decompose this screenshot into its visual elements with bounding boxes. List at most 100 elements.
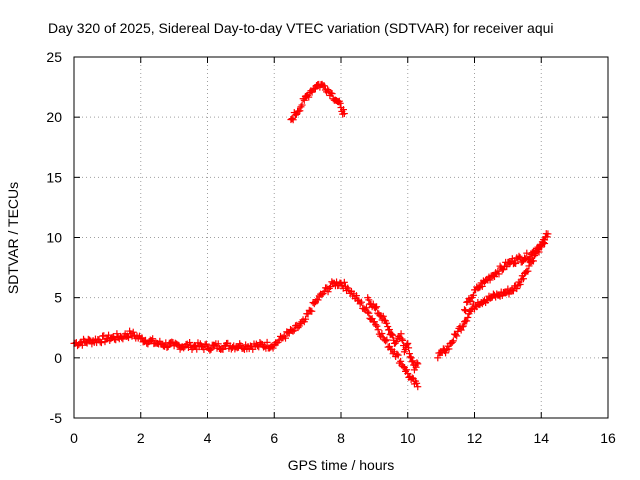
data-point [486, 276, 494, 284]
data-point [138, 334, 146, 342]
data-point [404, 339, 412, 347]
data-point [324, 288, 332, 296]
data-point [201, 341, 209, 349]
data-point [448, 338, 456, 346]
data-point [291, 111, 299, 119]
data-point [149, 335, 157, 343]
data-point [398, 335, 406, 343]
data-point [357, 298, 365, 306]
data-point [214, 340, 222, 348]
data-point [412, 363, 420, 371]
data-point [126, 327, 134, 335]
data-point [297, 319, 305, 327]
data-point [234, 343, 242, 351]
data-point [164, 343, 172, 351]
data-point [308, 307, 316, 315]
data-point [125, 334, 133, 342]
points-layer [70, 80, 552, 391]
data-point [537, 243, 545, 251]
data-point [502, 289, 510, 297]
y-tick-label: 25 [46, 49, 62, 65]
data-point [434, 354, 442, 362]
data-point [341, 282, 349, 290]
data-point [475, 284, 483, 292]
data-point [397, 357, 405, 365]
data-point [449, 337, 457, 345]
data-point [399, 336, 407, 344]
data-point [324, 86, 332, 94]
y-tick-label: 20 [46, 109, 62, 125]
data-point [263, 338, 271, 346]
data-point [300, 96, 308, 104]
data-point [219, 345, 227, 353]
data-point [515, 252, 523, 260]
data-point [373, 322, 381, 330]
data-point [453, 332, 461, 340]
ticks-layer [73, 56, 609, 419]
data-point [498, 266, 506, 274]
tick-labels-layer: 0 2 4 6 8 10 12 14 16 -5 0 5 10 15 20 25 [46, 49, 616, 446]
data-point [388, 346, 396, 354]
data-point [288, 115, 296, 123]
data-point [469, 291, 477, 299]
data-point [394, 351, 402, 359]
data-point [463, 317, 471, 325]
data-point [407, 354, 415, 362]
data-point [413, 379, 421, 387]
data-point [403, 366, 411, 374]
x-tick-label: 16 [600, 430, 616, 446]
data-point [519, 275, 527, 283]
data-point [524, 267, 532, 275]
data-point [296, 107, 304, 115]
data-point [294, 324, 302, 332]
data-point [302, 315, 310, 323]
data-point [543, 233, 551, 241]
data-point [462, 307, 470, 315]
data-point [393, 350, 401, 358]
data-point [387, 330, 395, 338]
grid-layer [74, 57, 608, 418]
data-point [236, 340, 244, 348]
data-point [508, 286, 516, 294]
data-point [516, 280, 524, 288]
data-point [413, 359, 421, 367]
x-tick-label: 6 [270, 430, 278, 446]
data-point [382, 337, 390, 345]
data-point [459, 322, 467, 330]
data-point [398, 361, 406, 369]
data-point [368, 315, 376, 323]
data-point [409, 357, 417, 365]
data-point [518, 272, 526, 280]
x-tick-label: 0 [70, 430, 78, 446]
data-point [305, 93, 313, 101]
data-point [383, 319, 391, 327]
y-tick-label: 15 [46, 169, 62, 185]
data-point [379, 312, 387, 320]
data-point [288, 326, 296, 334]
data-point [289, 116, 297, 124]
data-point [405, 350, 413, 358]
data-point [339, 110, 347, 118]
data-point [318, 80, 326, 88]
data-point [463, 298, 471, 306]
data-point [319, 82, 327, 90]
data-point [365, 309, 373, 317]
data-point [85, 336, 93, 344]
x-axis-title: GPS time / hours [288, 457, 395, 473]
data-point [492, 269, 500, 277]
data-point [512, 259, 520, 267]
data-point [399, 363, 407, 371]
data-point [460, 306, 468, 314]
data-point [113, 330, 121, 338]
data-point [378, 330, 386, 338]
data-point [472, 302, 480, 310]
data-point [319, 290, 327, 298]
data-point [495, 270, 503, 278]
data-point [269, 344, 277, 352]
data-point [186, 339, 194, 347]
data-point [403, 341, 411, 349]
data-point [389, 331, 397, 339]
data-point [458, 323, 466, 331]
